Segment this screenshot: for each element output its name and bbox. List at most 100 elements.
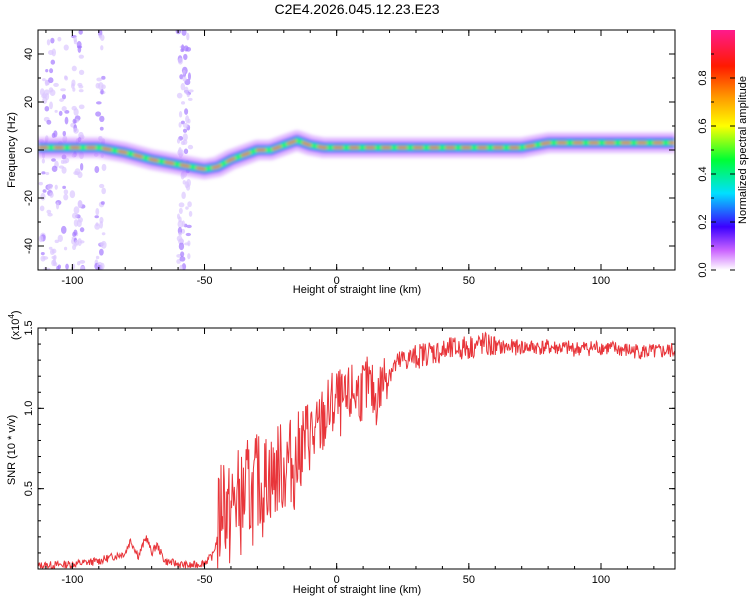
colorbar-gradient xyxy=(711,30,735,270)
spectrogram-speckle xyxy=(46,39,51,46)
spectrogram-speckle xyxy=(180,101,186,105)
spectrogram-speckle xyxy=(54,109,58,113)
spectrogram-speckle xyxy=(176,92,183,99)
spectrogram-speckle xyxy=(101,187,107,195)
spectrogram-speckle xyxy=(77,238,82,246)
spectrogram-speckle xyxy=(74,168,81,175)
spectrogram-speckle xyxy=(40,252,45,256)
svg-text:(x104): (x104) xyxy=(7,310,22,340)
colorbar-label: Normalized spectral amplitude xyxy=(737,76,749,224)
spectrogram-speckle xyxy=(48,50,54,56)
spectrogram-speckle xyxy=(99,248,104,256)
figure-title: C2E4.2026.045.12.23.E23 xyxy=(274,1,439,17)
spectrogram-speckle xyxy=(100,45,104,51)
spectrogram-speckle xyxy=(72,244,77,251)
spectrogram-speckle xyxy=(73,219,79,227)
spectrogram-speckle xyxy=(58,110,63,116)
spectrogram-speckle xyxy=(99,216,104,224)
spectrogram-speckle xyxy=(187,253,191,260)
spectrogram-speckle xyxy=(188,89,194,93)
spectrogram-speckle xyxy=(95,255,100,260)
spectrogram-speckle xyxy=(95,207,100,216)
spectrogram-speckle xyxy=(178,207,183,215)
spectrogram-speckle xyxy=(73,206,80,214)
spectrogram-speckle xyxy=(78,54,85,59)
spectrogram-xtick-label: -100 xyxy=(61,275,83,287)
spectrogram-speckle xyxy=(64,116,69,125)
spectrogram-ytick-label: -40 xyxy=(23,238,35,254)
snr-ylabel: SNR (10 * v/v) xyxy=(6,415,18,485)
spectrogram-speckle xyxy=(62,160,68,164)
snr-ytick-label: 0.5 xyxy=(23,481,35,496)
spectrogram-speckle xyxy=(182,180,186,185)
colorbar: 0.0 0.2 0.4 0.6 0.8 Normalized spectral ampl… xyxy=(697,30,749,278)
spectrogram-speckle xyxy=(78,104,85,110)
spectrogram-speckle xyxy=(186,32,190,41)
spectrogram-speckle xyxy=(42,78,46,82)
spectrogram-speckle xyxy=(62,185,66,189)
spectrogram-speckle xyxy=(182,70,186,75)
spectrogram-speckle xyxy=(61,106,67,112)
spectrogram-speckle xyxy=(100,88,104,95)
spectrogram-ylabel: Frequency (Hz) xyxy=(6,112,18,188)
spectrogram-speckle xyxy=(79,163,84,171)
spectrogram-speckle xyxy=(94,215,99,219)
spectrogram-speckle xyxy=(53,82,59,88)
colorbar-tick-label: 0.2 xyxy=(697,214,709,229)
spectrogram-speckle xyxy=(100,201,105,205)
spectrogram-speckle xyxy=(51,259,57,267)
spectrogram-speckle xyxy=(42,189,47,193)
spectrogram-speckle xyxy=(186,224,192,229)
snr-ytick-label: 1.0 xyxy=(23,401,35,416)
spectrogram-speckle xyxy=(50,59,56,65)
spectrogram-speckle xyxy=(49,68,54,74)
spectrogram-speckle xyxy=(73,127,79,134)
spectrogram-speckle xyxy=(46,209,52,214)
spectral-band-peak xyxy=(38,139,675,171)
colorbar-tick-label: 0.8 xyxy=(697,70,709,85)
spectrogram-speckle xyxy=(60,88,66,92)
colorbar-tick-label: 0.6 xyxy=(697,118,709,133)
spectrogram-speckle xyxy=(178,202,185,208)
spectrogram-speckle xyxy=(178,232,183,236)
spectrogram-speckle xyxy=(63,193,69,201)
spectrogram-speckle xyxy=(184,242,190,246)
spectrogram-speckle xyxy=(73,229,78,236)
spectrogram-speckle xyxy=(179,74,184,80)
snr-panel: -100 -50 0 50 100 0.5 1.0 1.5 Height of straigh… xyxy=(6,310,676,596)
spectrogram-speckle xyxy=(57,234,63,243)
spectrogram-speckle xyxy=(56,265,60,270)
spectrogram-speckle xyxy=(176,138,181,144)
spectrogram-speckle xyxy=(79,259,86,264)
spectrogram-panel: -100 -50 0 50 100 -40 -20 0 20 40 Height of strai… xyxy=(6,29,676,296)
spectrogram-speckle xyxy=(187,201,192,208)
spectrogram-speckle xyxy=(183,45,189,52)
spectrogram-speckle xyxy=(180,120,185,125)
spectrogram-speckle xyxy=(63,44,69,51)
spectrogram-speckle xyxy=(179,256,186,262)
spectrogram-speckle xyxy=(47,212,53,217)
spectrogram-speckle xyxy=(185,183,191,191)
colorbar-ticks: 0.0 0.2 0.4 0.6 0.8 xyxy=(697,53,735,278)
spectrogram-speckle xyxy=(53,254,57,261)
spectrogram-speckle xyxy=(99,183,105,189)
spectrogram-speckle xyxy=(54,239,60,244)
spectrogram-speckle xyxy=(183,86,189,95)
spectrogram-speckle xyxy=(181,220,185,227)
spectrogram-speckle xyxy=(63,189,69,195)
spectrogram-xtick-label: 100 xyxy=(592,275,610,287)
snr-scale-text: (x10 xyxy=(10,319,22,340)
spectrogram-speckle xyxy=(38,235,44,243)
spectrogram-ytick-label: 40 xyxy=(23,48,35,60)
spectrogram-speckle xyxy=(77,261,81,266)
spectrogram-speckle xyxy=(96,101,102,105)
spectrogram-speckle xyxy=(39,205,45,212)
spectrogram-speckle xyxy=(72,87,76,92)
spectrogram-speckle xyxy=(59,98,64,102)
snr-axes: -100 -50 0 50 100 0.5 1.0 1.5 xyxy=(23,320,675,586)
spectrogram-speckle xyxy=(50,37,55,44)
spectrogram-speckle xyxy=(78,89,84,93)
spectrogram-speckle xyxy=(40,192,46,201)
spectrogram-speckle xyxy=(38,181,43,186)
